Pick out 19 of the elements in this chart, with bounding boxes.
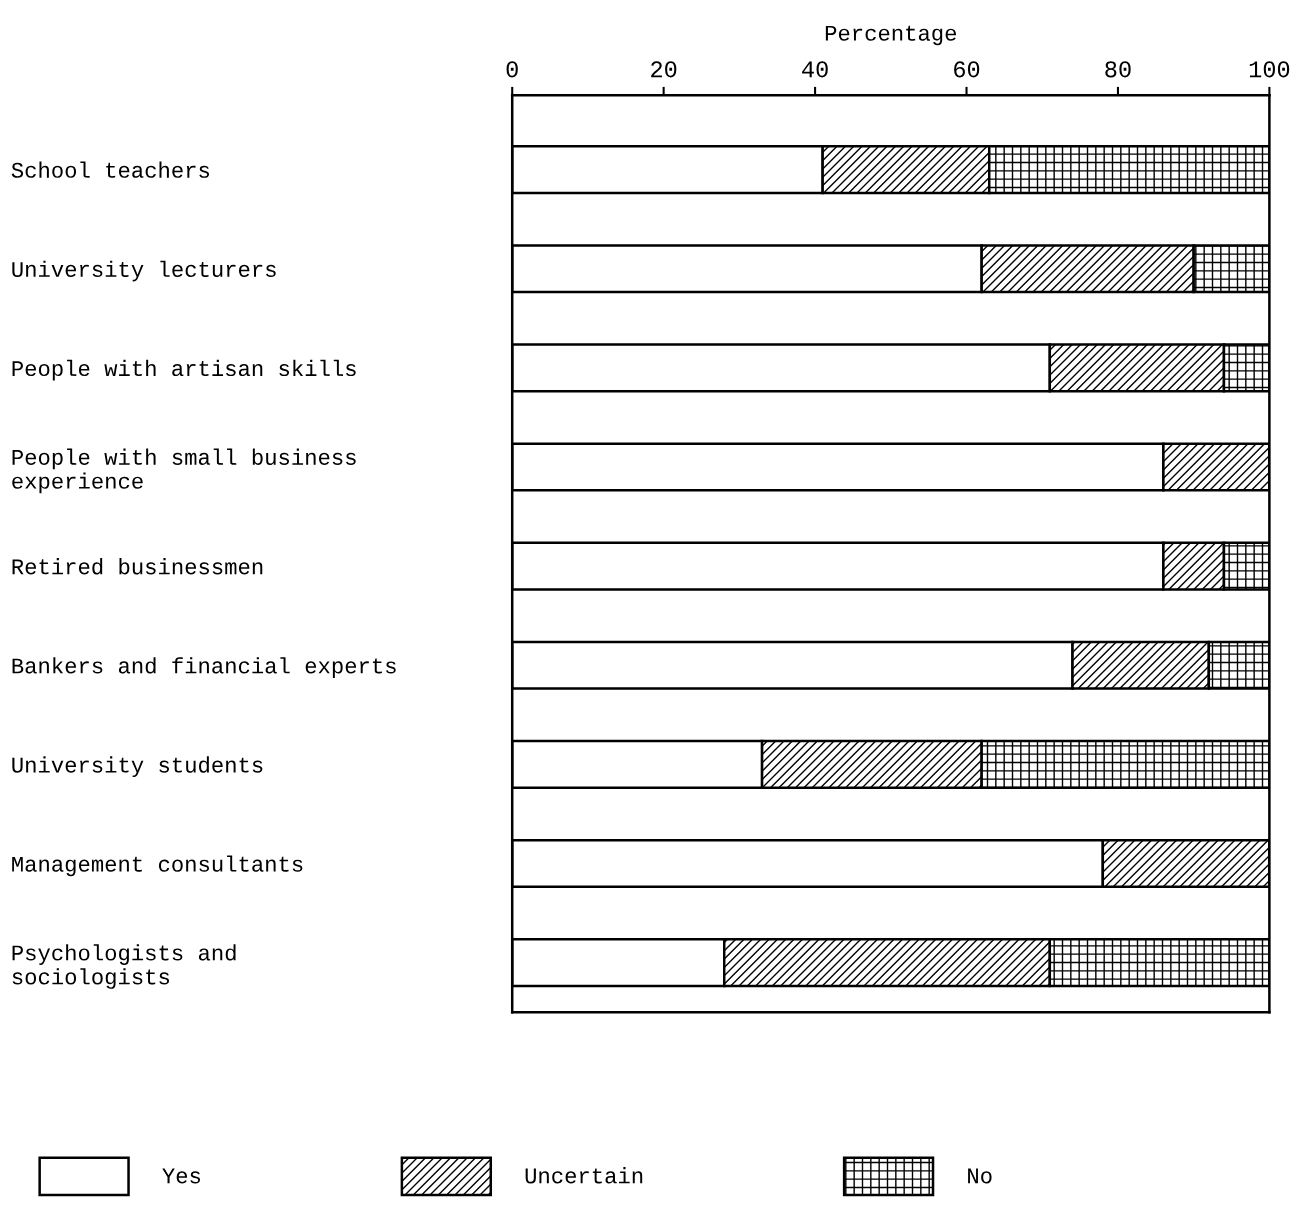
legend-label: No [968, 1168, 992, 1184]
y-tick-label: School teachers [11, 161, 210, 178]
y-tick-label: Retired businessmen [12, 558, 263, 575]
x-tick-label: 0 [506, 61, 518, 78]
y-tick-label: People with artisan skills [12, 359, 356, 381]
x-axis-title: Percentage [825, 25, 957, 46]
y-tick-label: University lecturers [12, 260, 276, 282]
x-tick-label: 60 [954, 61, 980, 78]
y-tick-label: Psychologists and sociologists [12, 944, 236, 989]
x-tick-label: 20 [651, 61, 677, 78]
x-tick-label: 40 [802, 61, 828, 78]
y-tick-label: University students [12, 756, 263, 778]
legend-label: Yes [162, 1168, 201, 1184]
y-tick-label: Bankers and financial experts [12, 657, 396, 678]
legend-label: Uncertain [525, 1167, 643, 1184]
x-tick-label: 80 [1105, 61, 1131, 78]
x-tick-label: 100 [1249, 61, 1290, 78]
y-tick-label: Management consultants [12, 855, 303, 877]
y-tick-label: People with small business experience [12, 448, 356, 494]
